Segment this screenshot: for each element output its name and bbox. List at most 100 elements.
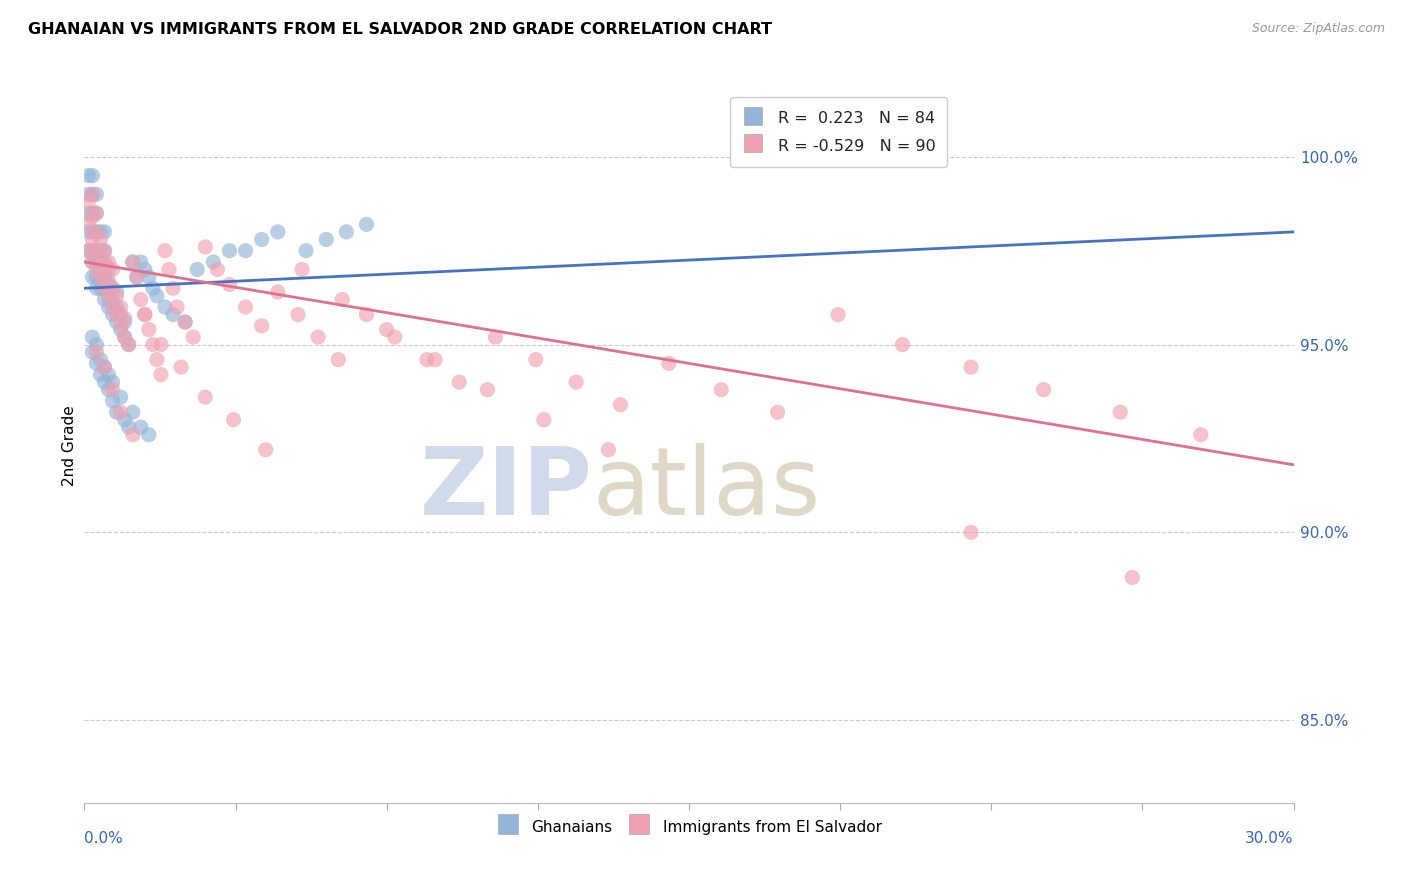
Point bbox=[105, 285, 128, 299]
Point bbox=[82, 255, 104, 269]
Point bbox=[766, 405, 789, 419]
Point bbox=[82, 187, 104, 202]
Point bbox=[82, 255, 104, 269]
Point bbox=[105, 289, 128, 303]
Point bbox=[77, 169, 100, 183]
Point bbox=[89, 255, 111, 269]
Point bbox=[202, 255, 225, 269]
Point bbox=[157, 262, 180, 277]
Point bbox=[82, 244, 104, 258]
Point bbox=[449, 375, 471, 389]
Point bbox=[134, 262, 156, 277]
Point bbox=[105, 300, 128, 314]
Point bbox=[77, 244, 100, 258]
Point bbox=[609, 398, 631, 412]
Point bbox=[125, 270, 148, 285]
Point bbox=[174, 315, 197, 329]
Point bbox=[118, 420, 141, 434]
Point bbox=[114, 311, 136, 326]
Point bbox=[484, 330, 506, 344]
Point bbox=[93, 281, 115, 295]
Point bbox=[86, 262, 108, 277]
Point bbox=[86, 356, 108, 370]
Point bbox=[77, 194, 100, 209]
Point bbox=[356, 308, 378, 322]
Point bbox=[77, 206, 100, 220]
Point bbox=[121, 405, 143, 419]
Point bbox=[82, 270, 104, 285]
Point bbox=[89, 244, 111, 258]
Point bbox=[101, 262, 124, 277]
Point bbox=[287, 308, 309, 322]
Point bbox=[93, 262, 115, 277]
Point bbox=[307, 330, 329, 344]
Text: Source: ZipAtlas.com: Source: ZipAtlas.com bbox=[1251, 22, 1385, 36]
Point bbox=[86, 270, 108, 285]
Point bbox=[86, 345, 108, 359]
Point bbox=[82, 225, 104, 239]
Point bbox=[82, 187, 104, 202]
Point bbox=[207, 262, 229, 277]
Text: GHANAIAN VS IMMIGRANTS FROM EL SALVADOR 2ND GRADE CORRELATION CHART: GHANAIAN VS IMMIGRANTS FROM EL SALVADOR … bbox=[28, 22, 772, 37]
Point bbox=[86, 244, 108, 258]
Point bbox=[477, 383, 499, 397]
Point bbox=[121, 255, 143, 269]
Point bbox=[86, 206, 108, 220]
Point bbox=[86, 225, 108, 239]
Point bbox=[186, 262, 208, 277]
Point bbox=[125, 270, 148, 285]
Point bbox=[129, 255, 152, 269]
Point bbox=[218, 277, 240, 292]
Point bbox=[114, 413, 136, 427]
Point bbox=[82, 206, 104, 220]
Point bbox=[138, 322, 160, 336]
Point bbox=[101, 300, 124, 314]
Point bbox=[101, 281, 124, 295]
Point bbox=[89, 281, 111, 295]
Point bbox=[142, 281, 165, 295]
Point bbox=[89, 270, 111, 285]
Point bbox=[138, 270, 160, 285]
Point bbox=[170, 360, 193, 375]
Point bbox=[114, 315, 136, 329]
Point bbox=[105, 308, 128, 322]
Point bbox=[93, 360, 115, 375]
Point bbox=[77, 187, 100, 202]
Point bbox=[330, 293, 353, 307]
Point bbox=[77, 225, 100, 239]
Point bbox=[375, 322, 398, 336]
Point bbox=[105, 315, 128, 329]
Point bbox=[222, 413, 245, 427]
Point bbox=[827, 308, 849, 322]
Point bbox=[658, 356, 681, 370]
Text: 30.0%: 30.0% bbox=[1246, 831, 1294, 847]
Point bbox=[960, 360, 983, 375]
Point bbox=[77, 218, 100, 232]
Point bbox=[960, 525, 983, 540]
Point bbox=[129, 293, 152, 307]
Point bbox=[153, 300, 176, 314]
Point bbox=[315, 232, 337, 246]
Point bbox=[101, 393, 124, 408]
Point bbox=[181, 330, 204, 344]
Legend: Ghanaians, Immigrants from El Salvador: Ghanaians, Immigrants from El Salvador bbox=[486, 808, 891, 845]
Y-axis label: 2nd Grade: 2nd Grade bbox=[62, 406, 77, 486]
Point bbox=[328, 352, 350, 367]
Point bbox=[524, 352, 547, 367]
Point bbox=[267, 285, 290, 299]
Point bbox=[423, 352, 446, 367]
Point bbox=[533, 413, 555, 427]
Point bbox=[384, 330, 406, 344]
Point bbox=[93, 270, 115, 285]
Text: atlas: atlas bbox=[592, 442, 821, 535]
Point bbox=[149, 337, 172, 351]
Point bbox=[89, 232, 111, 246]
Point bbox=[82, 210, 104, 224]
Point bbox=[101, 296, 124, 310]
Point bbox=[121, 427, 143, 442]
Point bbox=[1189, 427, 1212, 442]
Point bbox=[142, 337, 165, 351]
Point bbox=[194, 390, 217, 404]
Point bbox=[97, 274, 120, 288]
Point bbox=[86, 244, 108, 258]
